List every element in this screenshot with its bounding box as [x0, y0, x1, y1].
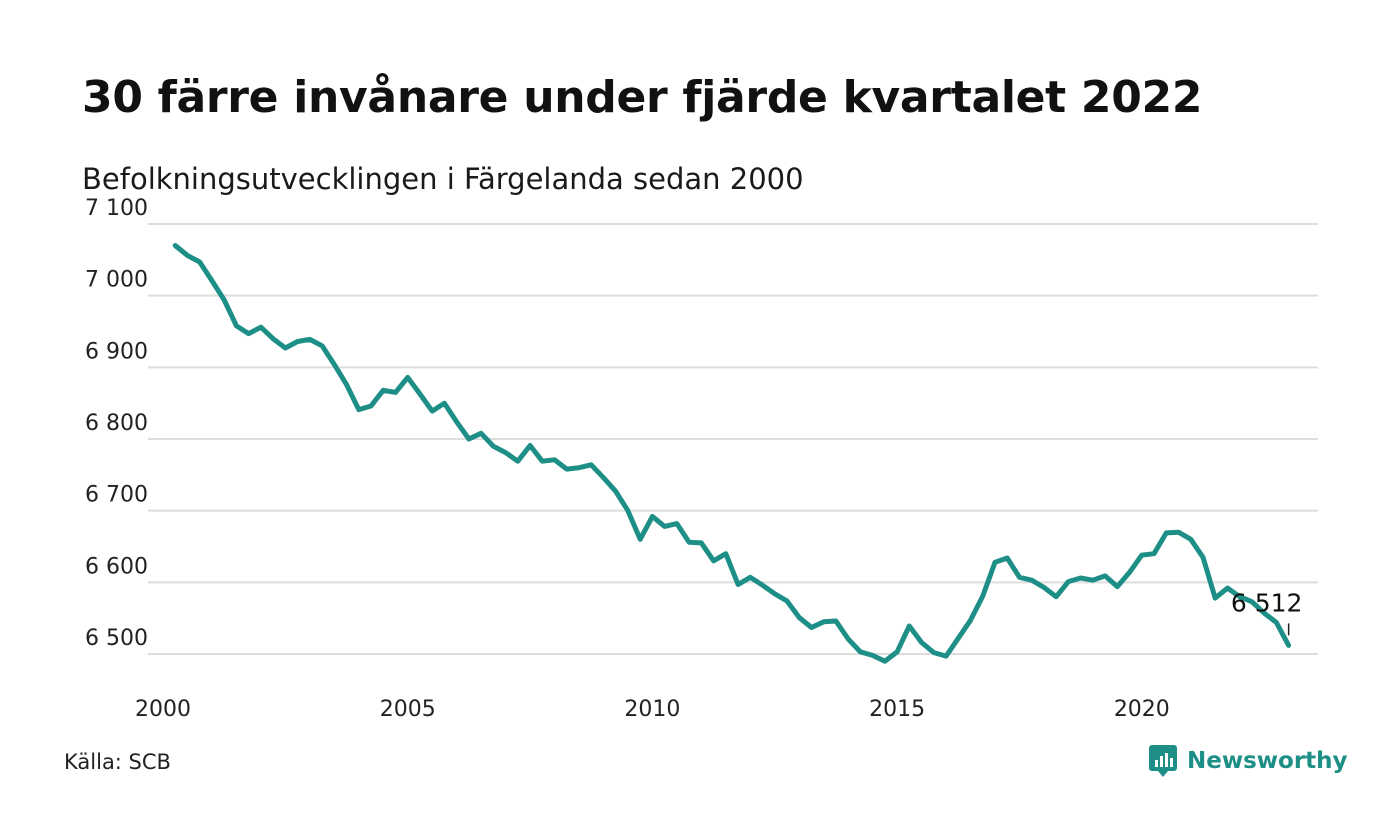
y-axis-ticks: 6 500 6 600 6 700 6 800 6 900 7 000 7 100	[85, 196, 148, 651]
population-series-line	[172, 243, 1292, 664]
newsworthy-logo-icon	[1149, 745, 1177, 777]
x-tick-label: 2000	[135, 697, 191, 722]
brand-name: Newsworthy	[1187, 748, 1348, 774]
y-tick-label: 6 500	[85, 626, 148, 651]
y-tick-label: 7 000	[85, 268, 148, 293]
brand-logo: Newsworthy	[1148, 744, 1348, 778]
x-tick-label: 2010	[624, 697, 680, 722]
chart-subtitle: Befolkningsutvecklingen i Färgelanda sed…	[82, 162, 804, 196]
chart-title: 30 färre invånare under fjärde kvartalet…	[82, 72, 1203, 123]
source-note: Källa: SCB	[64, 750, 171, 774]
x-tick-label: 2005	[380, 697, 436, 722]
x-axis-ticks: 2000 2005 2010 2015 2020	[135, 697, 1170, 722]
x-tick-label: 2020	[1114, 697, 1170, 722]
y-tick-label: 6 800	[85, 411, 148, 436]
gridlines	[148, 223, 1318, 655]
x-tick-label: 2015	[869, 697, 925, 722]
y-tick-label: 6 900	[85, 339, 148, 364]
end-value-label: 6 512	[1231, 588, 1303, 617]
y-tick-label: 7 100	[85, 196, 148, 221]
y-tick-label: 6 700	[85, 483, 148, 508]
y-tick-label: 6 600	[85, 554, 148, 579]
